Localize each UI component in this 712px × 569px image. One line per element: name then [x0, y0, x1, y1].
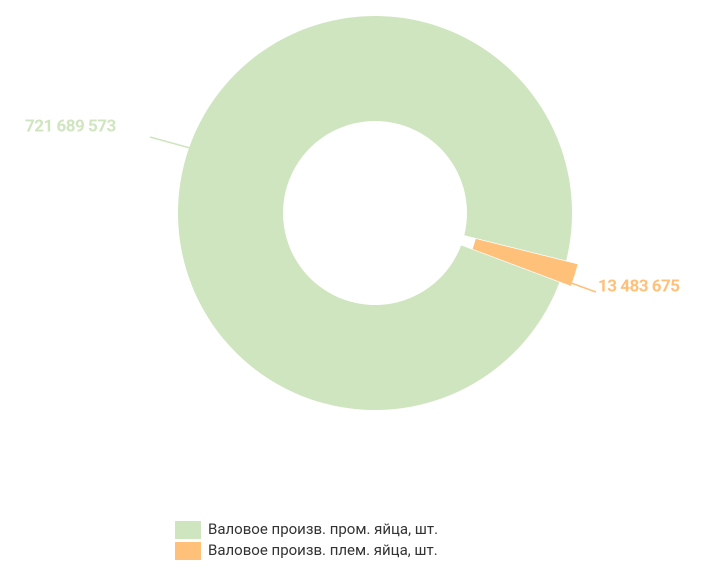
legend-swatch	[175, 521, 201, 539]
legend-label: Валовое произв. плем. яйца, шт.	[208, 541, 438, 559]
legend-swatch	[175, 542, 201, 560]
leader-line	[559, 278, 597, 293]
value-label: 13 483 675	[598, 276, 680, 296]
pie-slice	[177, 16, 572, 411]
value-label: 721 689 573	[25, 116, 116, 136]
pie-slice	[472, 238, 578, 286]
legend-label: Валовое произв. пром. яйца, шт.	[208, 520, 438, 538]
leader-line	[149, 136, 191, 149]
